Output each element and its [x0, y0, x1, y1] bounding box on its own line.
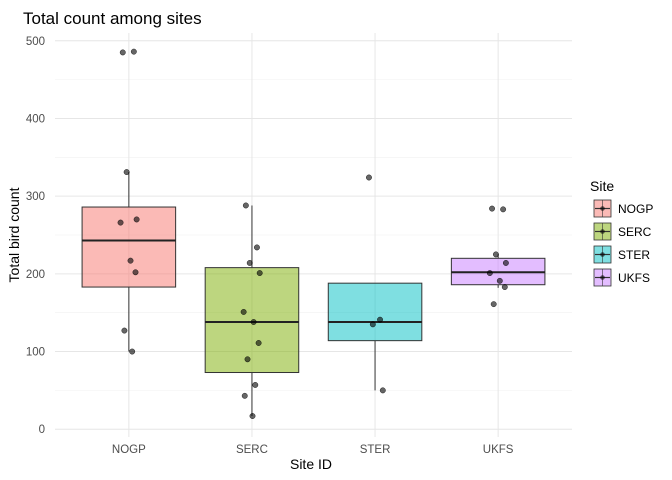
data-point: [127, 257, 134, 264]
legend-title: Site: [590, 178, 614, 194]
y-tick-label: 100: [26, 347, 45, 359]
x-tick-label: UKFS: [483, 444, 514, 456]
data-point: [256, 270, 263, 277]
box-group-serc: [204, 202, 300, 419]
legend-label: SERC: [618, 225, 652, 239]
box-group-ukfs: [450, 205, 546, 308]
y-axis-title: Total bird count: [6, 187, 22, 282]
legend-item-serc: SERC: [593, 222, 652, 241]
legend-item-ukfs: UKFS: [593, 268, 650, 287]
data-point: [121, 327, 128, 334]
data-point: [241, 392, 248, 399]
x-tick-label: SERC: [236, 444, 268, 456]
legend-label: STER: [618, 248, 650, 262]
data-point: [369, 321, 376, 328]
data-point: [246, 260, 253, 266]
box: [327, 282, 423, 342]
legend: Site NOGP SERC STER UKFS: [590, 178, 653, 287]
legend-label: UKFS: [618, 271, 650, 285]
data-point: [492, 251, 499, 258]
data-point: [379, 387, 386, 394]
data-point: [490, 301, 497, 308]
data-point: [377, 316, 383, 323]
data-point: [242, 202, 249, 209]
y-tick-label: 0: [39, 424, 45, 436]
data-point: [500, 206, 507, 213]
box-series: [81, 48, 546, 419]
y-tick-label: 200: [26, 269, 45, 281]
data-point: [129, 348, 136, 355]
data-point: [252, 381, 259, 388]
data-point: [486, 270, 493, 277]
data-point: [502, 260, 509, 266]
legend-item-nogp: NOGP: [593, 199, 653, 218]
legend-key-point: [600, 275, 605, 280]
legend-key-point: [600, 206, 605, 211]
box-group-nogp: [81, 48, 177, 355]
legend-key-point: [600, 229, 605, 234]
data-point: [501, 284, 508, 291]
chart-title: Total count among sites: [23, 9, 202, 28]
x-tick-label: STER: [360, 444, 391, 456]
data-point: [117, 219, 124, 226]
data-point: [123, 169, 130, 176]
box: [81, 206, 177, 288]
data-point: [119, 49, 126, 56]
data-point: [250, 319, 257, 325]
data-point: [132, 269, 139, 276]
legend-item-ster: STER: [593, 245, 650, 264]
data-point: [255, 340, 262, 346]
box-group-ster: [327, 174, 423, 394]
data-point: [130, 48, 137, 55]
data-point: [253, 244, 260, 251]
y-axis-ticks: 0 100 200 300 400 500: [26, 36, 45, 436]
x-axis-title: Site ID: [290, 456, 332, 472]
data-point: [249, 413, 256, 419]
data-point: [489, 205, 495, 212]
data-point: [496, 277, 503, 284]
x-axis-ticks: NOGP SERC STER UKFS: [112, 444, 514, 456]
y-tick-label: 300: [26, 191, 45, 203]
legend-label: NOGP: [618, 202, 653, 216]
x-tick-label: NOGP: [112, 444, 146, 456]
data-point: [133, 216, 140, 223]
data-point: [240, 308, 247, 315]
data-point: [366, 174, 372, 181]
y-tick-label: 400: [26, 113, 45, 125]
y-tick-label: 500: [26, 36, 45, 48]
legend-key-point: [600, 252, 605, 257]
data-point: [244, 356, 251, 363]
